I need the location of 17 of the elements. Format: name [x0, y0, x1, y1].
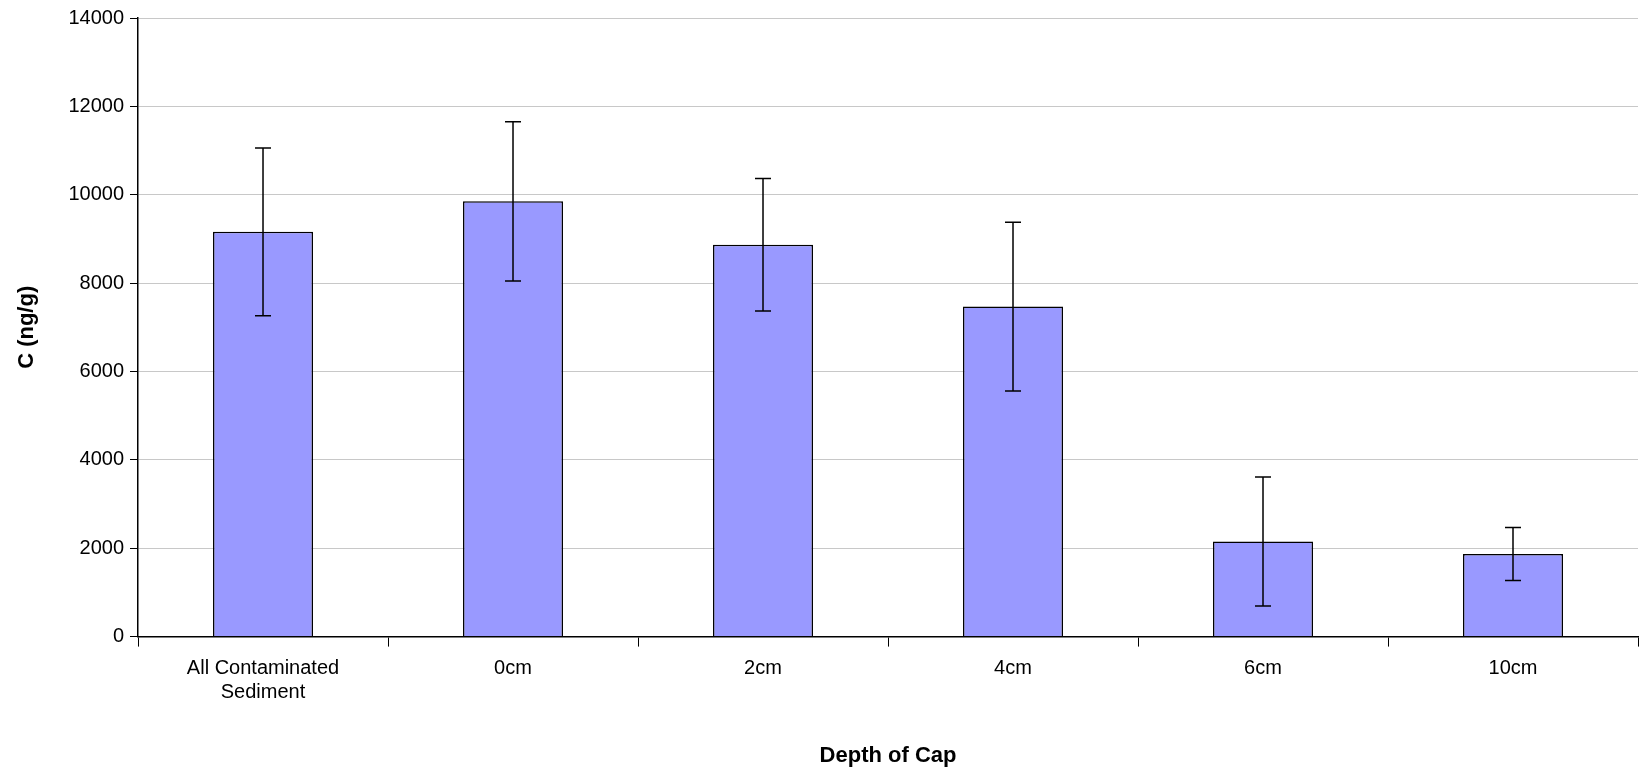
x-axis-title: Depth of Cap	[819, 741, 957, 767]
y-tick-label: 12000	[68, 93, 125, 116]
y-tick-label: 10000	[68, 182, 125, 205]
y-axis-title: C (ng/g)	[13, 285, 39, 369]
x-tick-label: 10cm	[1488, 656, 1538, 679]
y-tick-label: 8000	[79, 270, 125, 293]
x-tick-label: 4cm	[994, 656, 1032, 679]
x-tick-label: 2cm	[744, 656, 782, 679]
y-tick-label: 0	[112, 624, 125, 647]
y-tick-label: 4000	[79, 447, 125, 470]
category-label: Sediment	[220, 680, 306, 703]
x-tick-label: 0cm	[494, 656, 532, 679]
x-tick-label: 6cm	[1244, 656, 1282, 679]
y-tick-label: 6000	[79, 359, 125, 381]
category-label: All Contaminated	[186, 656, 340, 679]
y-tick-label: 14000	[68, 5, 125, 28]
y-tick-label: 2000	[79, 535, 125, 558]
